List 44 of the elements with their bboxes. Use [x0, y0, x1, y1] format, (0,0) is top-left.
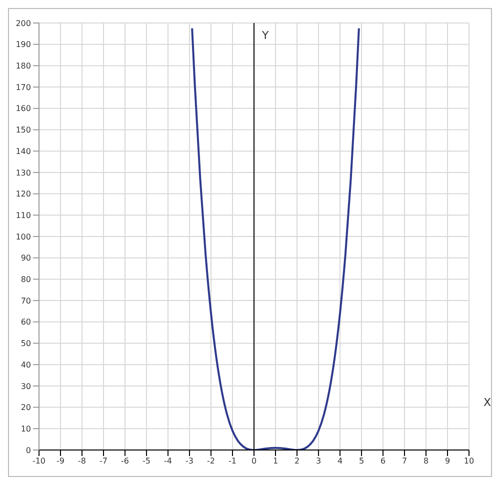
y-tick-label: 120	[16, 190, 31, 199]
y-tick-label: 10	[20, 424, 31, 434]
x-tick-label: 6	[380, 456, 386, 466]
y-tick-label: 200	[16, 18, 31, 28]
x-tick-label: -2	[207, 456, 215, 466]
y-tick-label: 170	[16, 82, 31, 92]
y-tick-label: 160	[16, 104, 31, 114]
x-tick-label: 10	[464, 456, 474, 466]
y-tick-label: 0	[26, 446, 31, 455]
y-tick-label: 180	[16, 62, 31, 71]
x-tick-label: -9	[56, 456, 64, 466]
x-tick-label: 2	[294, 456, 300, 466]
y-tick-label: 130	[16, 168, 31, 178]
y-tick-label: 140	[16, 146, 31, 156]
x-tick-label: -10	[32, 456, 46, 466]
y-tick-label: 90	[20, 254, 31, 263]
y-tick-label: 30	[20, 382, 31, 391]
y-tick-label: 110	[16, 210, 31, 220]
x-tick-label: -5	[142, 456, 150, 466]
x-tick-label: -7	[100, 456, 108, 466]
x-tick-label: -1	[228, 456, 236, 466]
y-tick-label: 20	[20, 403, 31, 412]
x-tick-label: 8	[423, 456, 429, 466]
x-tick-label: 1	[272, 456, 278, 466]
y-tick-label: 100	[16, 232, 31, 242]
y-tick-label: 50	[20, 339, 31, 348]
x-tick-label: 7	[402, 456, 408, 466]
y-tick-label: 70	[20, 296, 31, 306]
x-tick-label: 4	[337, 456, 343, 466]
x-tick-label: -4	[164, 456, 172, 466]
x-tick-label: 3	[316, 456, 322, 466]
y-tick-label: 150	[16, 126, 31, 135]
y-tick-label: 60	[20, 318, 31, 327]
y-axis-title: Y	[261, 28, 269, 42]
y-tick-label: 40	[20, 360, 31, 370]
x-tick-label: -3	[186, 456, 194, 466]
x-tick-label: -6	[121, 456, 129, 466]
x-tick-label: 0	[251, 456, 257, 466]
y-tick-label: 80	[20, 275, 31, 284]
y-tick-label: 190	[16, 40, 31, 50]
x-axis-title: X	[483, 396, 492, 409]
x-tick-label: 9	[444, 456, 450, 466]
x-tick-label: 5	[358, 456, 364, 466]
x-tick-label: -8	[78, 456, 86, 466]
